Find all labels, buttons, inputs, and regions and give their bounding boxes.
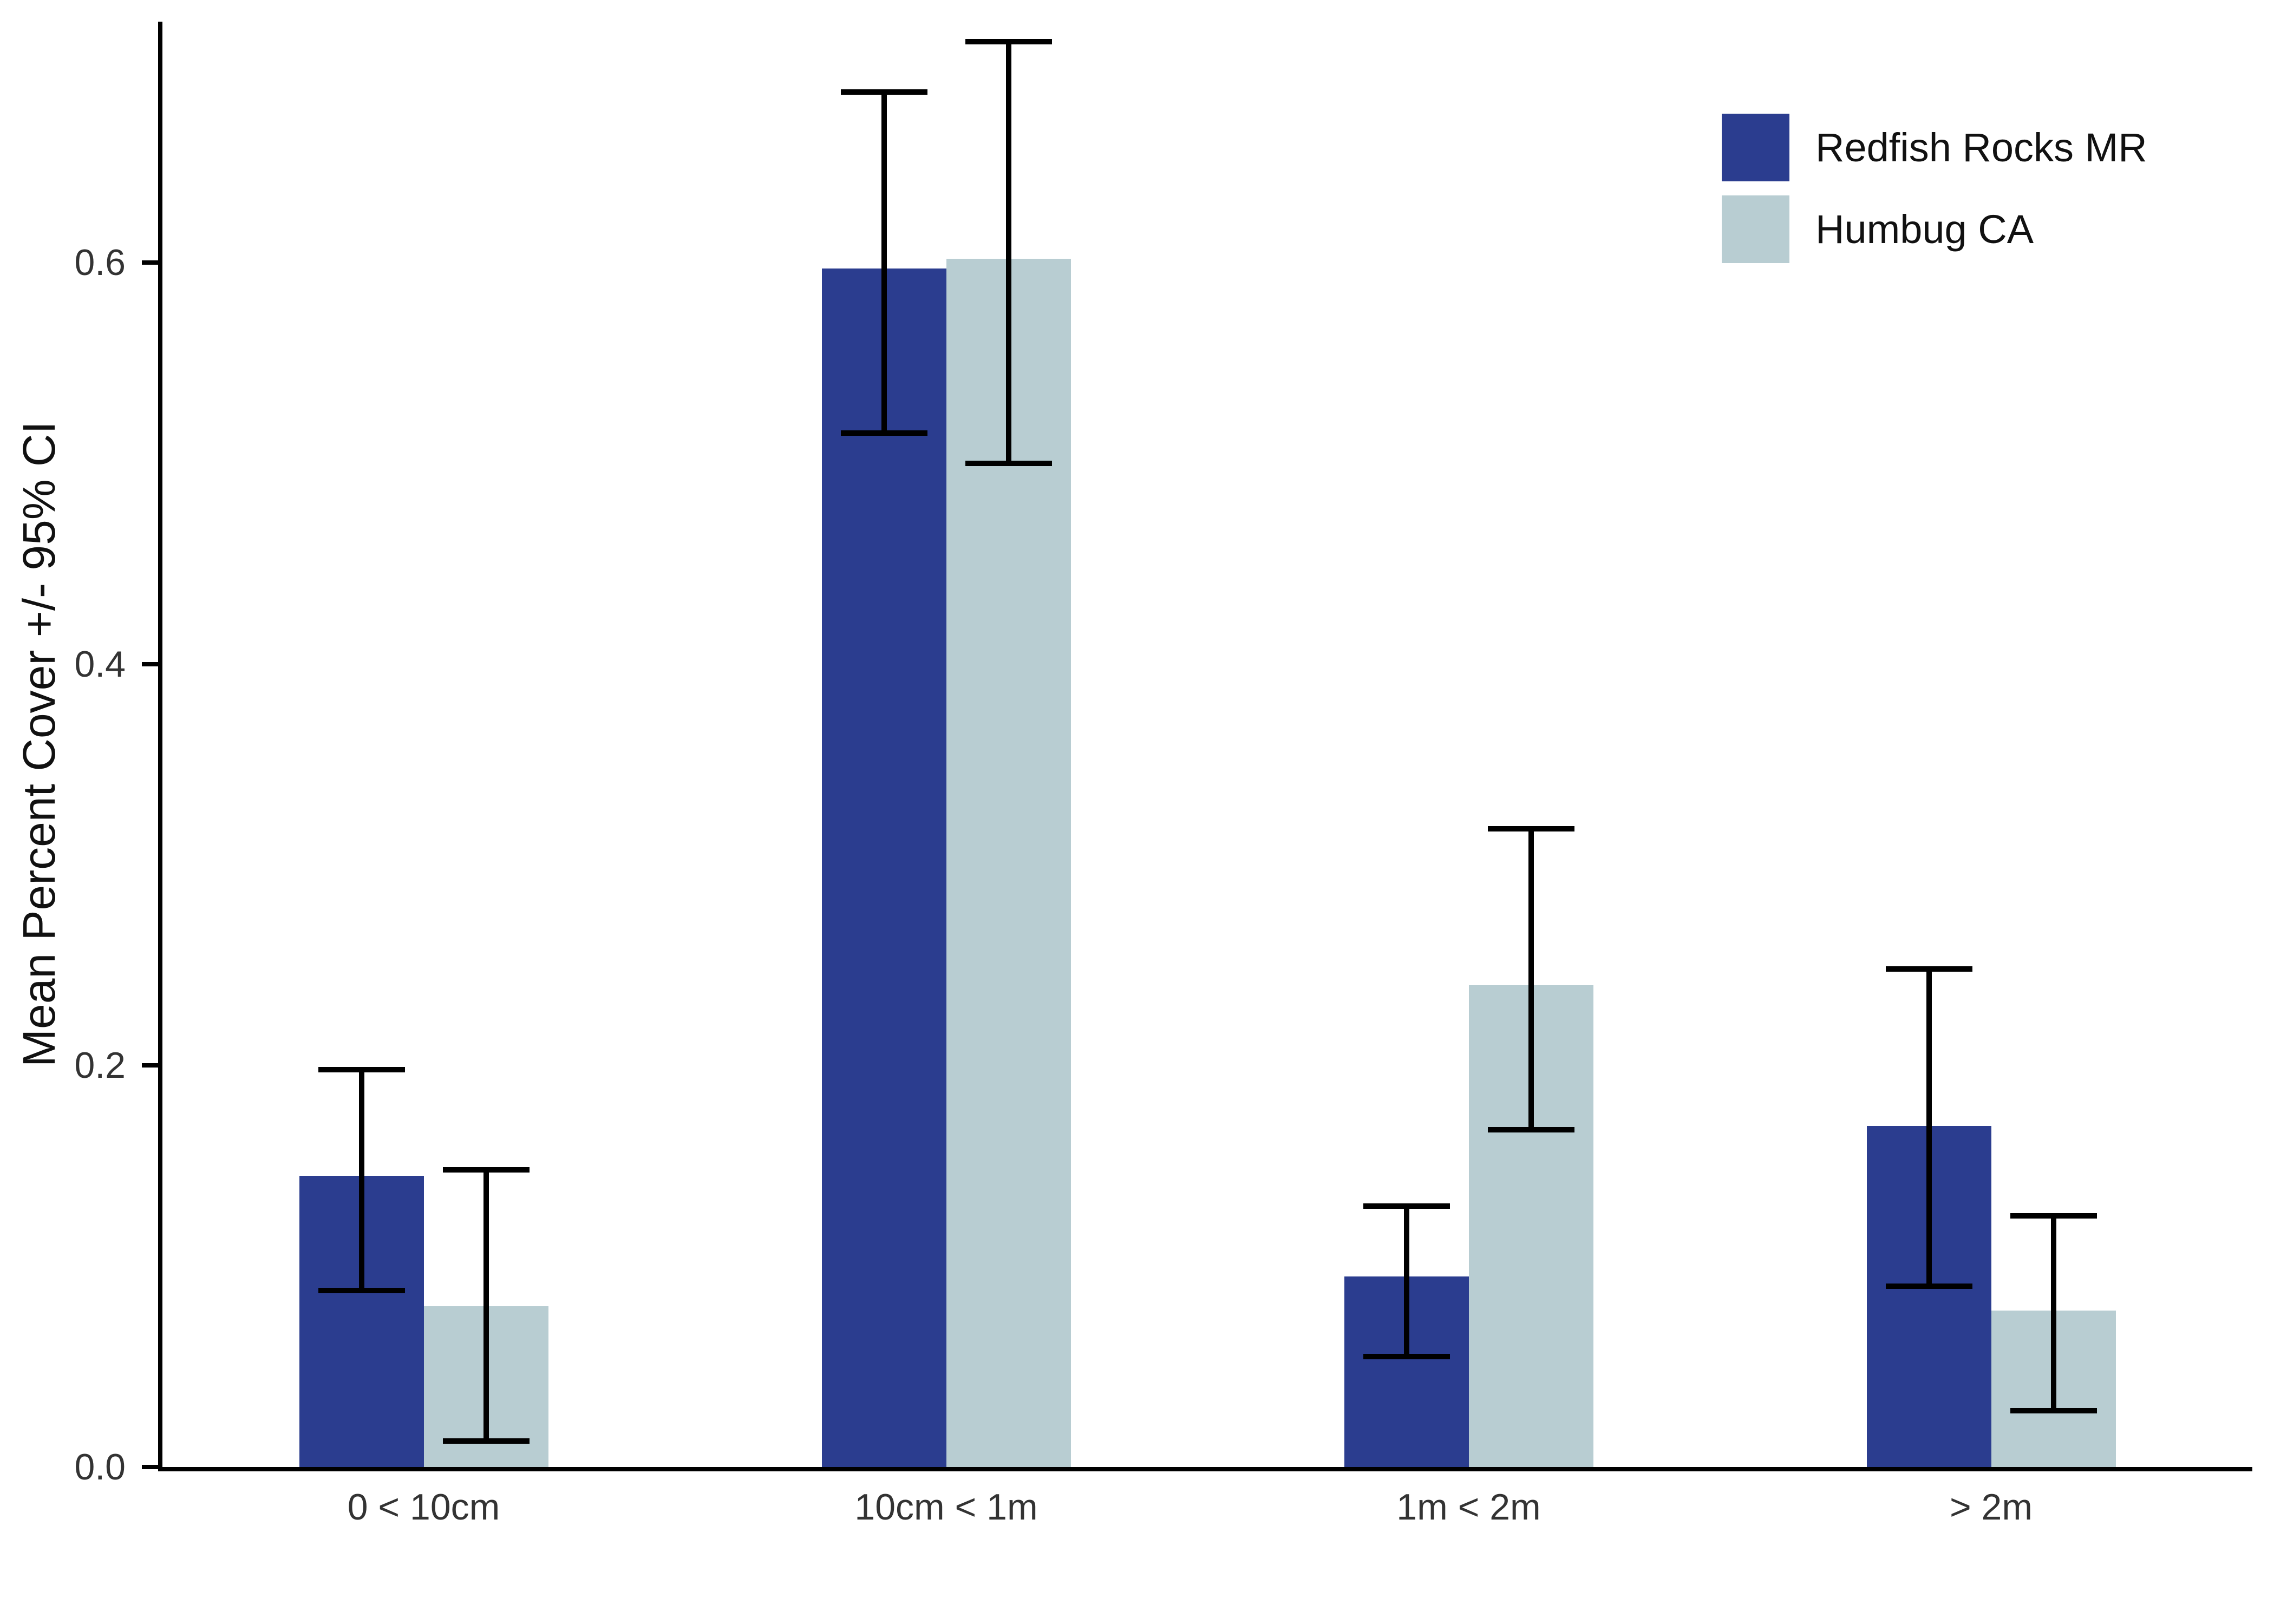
error-bar-line	[1528, 828, 1534, 1130]
x-tick-label: 0 < 10cm	[347, 1487, 500, 1528]
error-bar-cap-top	[840, 89, 927, 95]
error-bar-cap-top	[442, 1167, 530, 1173]
error-bar-cap-bottom	[1885, 1284, 1972, 1289]
error-bar-line	[1005, 42, 1011, 463]
x-tick-label: > 2m	[1949, 1487, 2033, 1528]
error-bar-cap-top	[1363, 1203, 1450, 1209]
legend: Redfish Rocks MR Humbug CA	[1722, 114, 2147, 263]
y-axis-line	[158, 22, 162, 1467]
error-bar-cap-bottom	[1363, 1354, 1450, 1360]
bar-redfish-rocks-mr	[821, 269, 946, 1467]
error-bar-cap-top	[1885, 966, 1972, 972]
y-tick-label: 0.4	[74, 643, 126, 685]
error-bar-cap-bottom	[840, 430, 927, 436]
legend-swatch-humbug-ca	[1722, 195, 1789, 263]
error-bar-cap-top	[318, 1066, 405, 1072]
error-bar-cap-top	[2010, 1213, 2097, 1219]
error-bar-cap-bottom	[1487, 1127, 1574, 1132]
x-tick-label: 10cm < 1m	[854, 1487, 1038, 1528]
error-bar-cap-bottom	[2010, 1408, 2097, 1414]
y-tick-mark	[142, 1465, 158, 1469]
legend-item-humbug-ca: Humbug CA	[1722, 195, 2147, 263]
y-tick-mark	[142, 1063, 158, 1068]
legend-swatch-redfish-rocks-mr	[1722, 114, 1789, 181]
error-bar-cap-bottom	[442, 1438, 530, 1444]
legend-item-redfish-rocks-mr: Redfish Rocks MR	[1722, 114, 2147, 181]
y-tick-mark	[142, 662, 158, 666]
error-bar-line	[1403, 1206, 1409, 1357]
y-tick-label: 0.6	[74, 242, 126, 283]
error-bar-line	[881, 91, 887, 434]
y-tick-mark	[142, 260, 158, 265]
x-axis-line	[158, 1467, 2252, 1471]
error-bar-cap-top	[965, 39, 1052, 45]
y-tick-label: 0.2	[74, 1045, 126, 1086]
error-bar-cap-bottom	[965, 460, 1052, 466]
y-tick-label: 0.0	[74, 1446, 126, 1488]
x-tick-label: 1m < 2m	[1396, 1487, 1541, 1528]
legend-label-redfish-rocks-mr: Redfish Rocks MR	[1815, 125, 2147, 170]
error-bar-line	[2050, 1216, 2056, 1411]
error-bar-line	[483, 1170, 489, 1441]
error-bar-cap-top	[1487, 826, 1574, 831]
error-bar-line	[358, 1069, 364, 1291]
error-bar-line	[1926, 969, 1932, 1287]
legend-label-humbug-ca: Humbug CA	[1815, 207, 2034, 252]
error-bar-cap-bottom	[318, 1287, 405, 1293]
